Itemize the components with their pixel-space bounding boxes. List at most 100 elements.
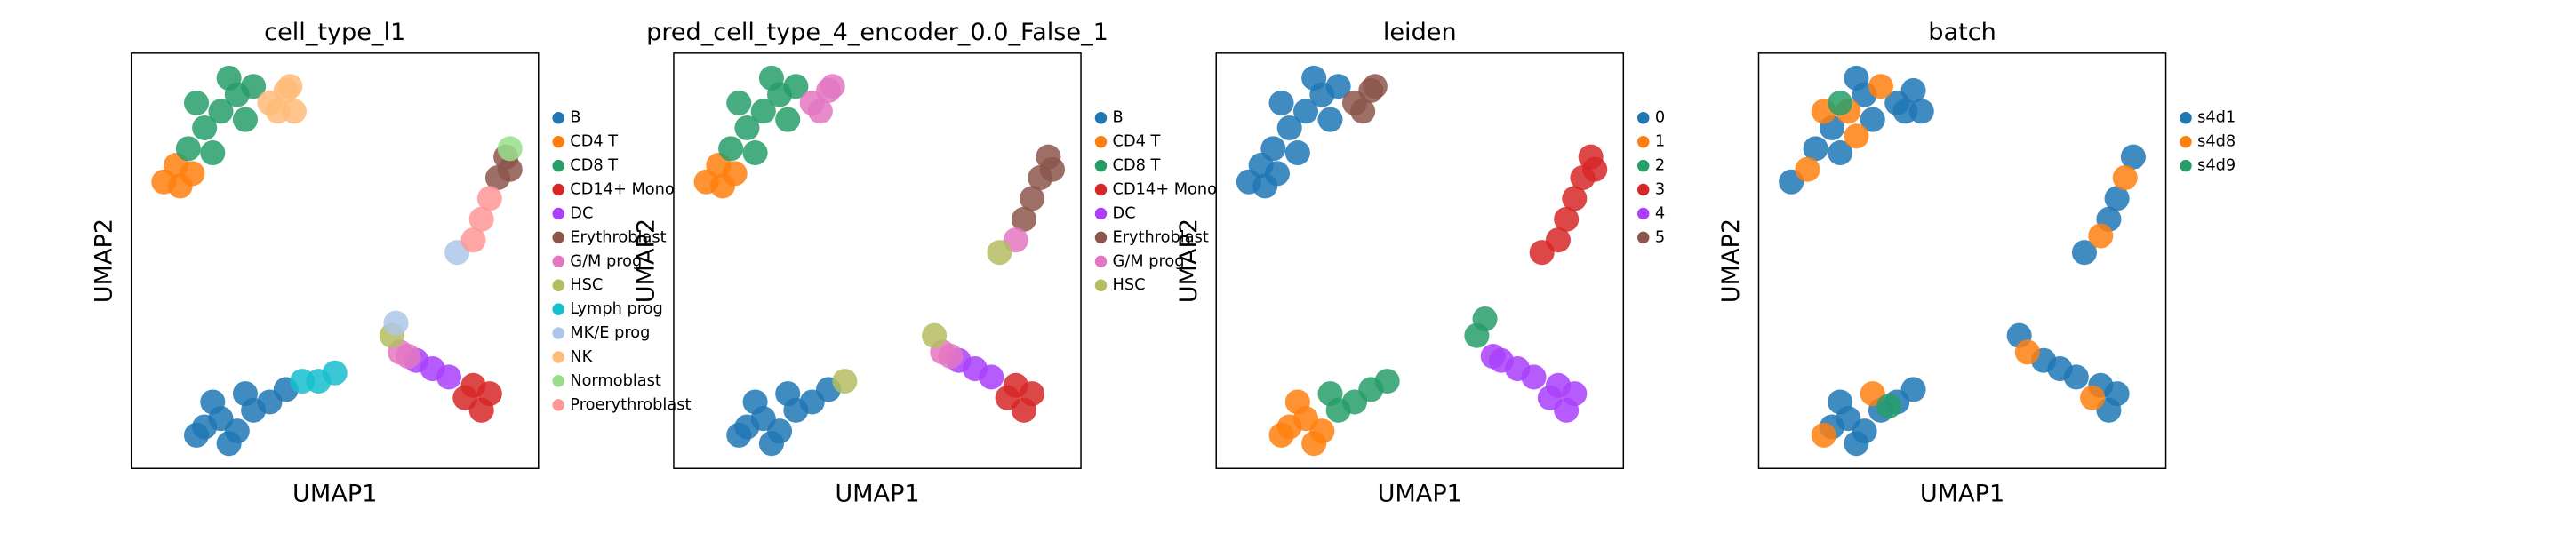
- point: [1582, 156, 1608, 182]
- legend-marker: [552, 231, 564, 244]
- point: [232, 107, 258, 132]
- legend-marker: [1094, 183, 1108, 196]
- points: [1236, 65, 1608, 457]
- point: [2063, 364, 2089, 390]
- point: [2120, 144, 2146, 170]
- y-axis-label: UMAP2: [1717, 219, 1745, 303]
- legend-label: Proerythroblast: [570, 396, 691, 414]
- x-axis-label: UMAP1: [1920, 481, 2004, 508]
- legend-marker: [1094, 159, 1108, 172]
- legend-label: G/M prog: [1113, 252, 1185, 270]
- legend-label: CD4 T: [1113, 133, 1161, 151]
- legend-label: CD14+ Mono: [1113, 181, 1217, 199]
- points: [1779, 65, 2146, 457]
- point: [2071, 240, 2097, 266]
- point: [277, 74, 303, 99]
- point: [1900, 377, 1926, 402]
- point: [1317, 107, 1343, 132]
- legend-marker: [1094, 231, 1108, 244]
- legend-label: HSC: [1113, 276, 1146, 294]
- point: [1020, 186, 1045, 211]
- legend-label: s4d8: [2197, 133, 2236, 151]
- legend-label: 4: [1655, 204, 1665, 222]
- point: [775, 381, 801, 407]
- point: [200, 389, 226, 415]
- point: [922, 322, 948, 348]
- y-axis-label: UMAP2: [633, 219, 660, 303]
- point: [1284, 389, 1310, 415]
- legend-label: MK/E prog: [570, 324, 650, 342]
- legend-label: G/M prog: [570, 252, 642, 270]
- point: [718, 136, 744, 162]
- legend-label: s4d1: [2197, 109, 2236, 127]
- point: [1362, 74, 1388, 99]
- point: [183, 422, 210, 448]
- point: [750, 99, 776, 124]
- legend-marker: [552, 279, 564, 291]
- plot-frame: [1215, 52, 1625, 470]
- point: [396, 344, 421, 370]
- legend-marker: [552, 375, 564, 387]
- plot-frame: [673, 52, 1082, 470]
- point: [216, 431, 242, 457]
- legend-marker: [1637, 231, 1650, 244]
- point: [742, 139, 768, 166]
- legend-marker: [552, 351, 564, 363]
- panel-title: leiden: [1383, 19, 1457, 46]
- point: [1828, 139, 1853, 166]
- legend-marker: [1637, 207, 1650, 220]
- point: [1264, 161, 1290, 187]
- point: [758, 431, 784, 457]
- point: [722, 161, 748, 187]
- point: [1900, 77, 1926, 103]
- point: [436, 364, 462, 390]
- point: [1268, 90, 1294, 115]
- x-axis-label: UMAP1: [292, 481, 377, 508]
- legend-label: 1: [1655, 133, 1665, 151]
- point: [468, 206, 494, 232]
- point: [775, 107, 801, 132]
- legend-marker: [1637, 112, 1650, 124]
- point: [1811, 422, 1836, 448]
- legend-marker: [552, 207, 564, 220]
- point: [1325, 74, 1351, 99]
- point: [726, 422, 752, 448]
- point: [1828, 90, 1853, 115]
- point: [820, 74, 845, 99]
- point: [987, 240, 1012, 266]
- legend-label: Lymph prog: [570, 300, 663, 318]
- point: [1562, 186, 1588, 211]
- point: [1292, 99, 1319, 124]
- legend-label: Normoblast: [570, 372, 661, 390]
- point: [734, 115, 760, 140]
- point: [497, 156, 523, 182]
- point: [979, 364, 1004, 390]
- point: [180, 161, 205, 187]
- legend-marker: [552, 399, 564, 411]
- legend-label: HSC: [570, 276, 603, 294]
- point: [452, 385, 478, 410]
- point: [726, 90, 752, 115]
- legend-label: 5: [1655, 228, 1665, 246]
- legend-label: DC: [1113, 204, 1136, 222]
- point: [241, 74, 267, 99]
- point: [758, 65, 784, 91]
- point: [1317, 381, 1343, 407]
- point: [1860, 107, 1885, 132]
- legend-label: Erythroblast: [1113, 228, 1209, 246]
- x-axis-label: UMAP1: [1378, 481, 1462, 508]
- point: [2080, 385, 2106, 410]
- plot-frame: [130, 52, 540, 470]
- legend-label: 0: [1655, 109, 1665, 127]
- legend-marker: [1094, 255, 1108, 268]
- point: [192, 115, 218, 140]
- point: [1545, 227, 1572, 253]
- point: [2112, 165, 2138, 191]
- panel-title: cell_type_l1: [264, 19, 405, 46]
- point: [1284, 139, 1310, 166]
- point: [183, 90, 210, 115]
- points: [151, 65, 523, 457]
- legend-marker: [1637, 159, 1650, 172]
- point: [2014, 339, 2040, 365]
- point: [281, 99, 307, 124]
